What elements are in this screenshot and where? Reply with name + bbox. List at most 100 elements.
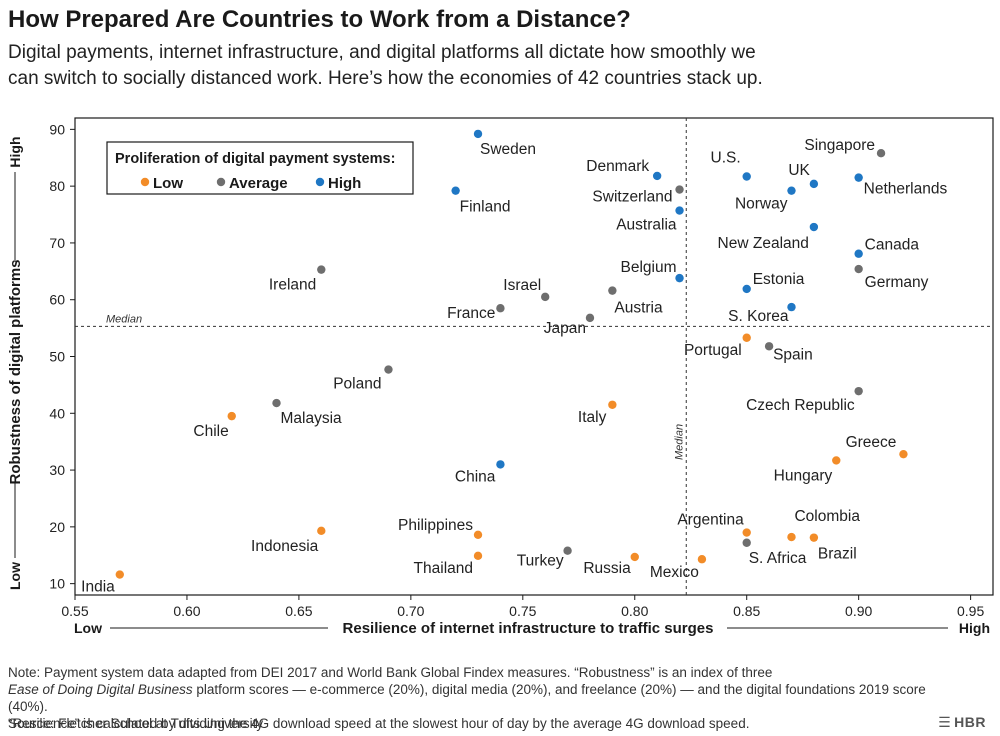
data-point (115, 570, 124, 579)
data-point (675, 185, 684, 194)
data-point (787, 186, 796, 195)
note-line-1: Note: Payment system data adapted from D… (8, 665, 773, 680)
data-point (697, 555, 707, 564)
brand-text: HBR (954, 714, 986, 730)
data-point (854, 386, 863, 396)
data-point (854, 173, 863, 182)
point-label: S. Korea (728, 308, 789, 325)
point-label: New Zealand (718, 235, 809, 252)
subtitle-line-1: Digital payments, internet infrastructur… (8, 42, 756, 63)
point-label: Chile (193, 423, 228, 440)
point-label: Mexico (650, 564, 699, 581)
point-label: France (447, 305, 495, 322)
point-label: Philippines (398, 517, 473, 534)
data-point (832, 456, 841, 465)
data-point (809, 179, 819, 189)
point-label: Spain (773, 346, 813, 363)
point-label: Finland (460, 199, 511, 216)
point-label: Netherlands (864, 181, 948, 198)
x-axis-title: Resilience of internet infrastructure to… (343, 620, 714, 637)
x-axis-low-label: Low (74, 620, 102, 636)
point-label: Canada (865, 237, 920, 254)
data-point (272, 398, 281, 408)
point-label: Brazil (818, 546, 857, 563)
y-tick-label: 10 (49, 576, 65, 592)
point-label: Turkey (517, 553, 564, 570)
x-tick-label: 0.55 (61, 603, 88, 619)
data-point (227, 411, 236, 421)
point-label: Indonesia (251, 538, 319, 555)
point-label: China (455, 468, 496, 485)
point-label: India (81, 579, 115, 596)
point-label: Italy (578, 409, 607, 426)
data-point (608, 286, 617, 295)
y-tick-label: 70 (49, 235, 65, 251)
point-label: Thailand (414, 560, 473, 577)
page-subtitle: Digital payments, internet infrastructur… (8, 40, 908, 92)
data-point (854, 249, 863, 258)
y-axis-high-label: High (7, 136, 23, 167)
legend-marker (140, 177, 150, 187)
data-point (317, 265, 326, 274)
data-point (384, 365, 393, 374)
point-label: Portugal (684, 342, 742, 359)
point-label: Norway (735, 196, 788, 213)
data-point (809, 222, 819, 232)
point-label: Greece (846, 434, 897, 451)
y-tick-label: 40 (49, 405, 65, 421)
data-point (899, 449, 908, 459)
y-tick-label: 30 (49, 462, 65, 478)
data-point (742, 333, 751, 342)
point-label: Singapore (804, 137, 875, 154)
legend-marker (315, 177, 325, 187)
data-point (809, 533, 819, 542)
note-line-2: Ease of Doing Digital Business platform … (8, 681, 948, 715)
point-label: Sweden (480, 141, 536, 158)
data-point (742, 528, 751, 537)
data-point (742, 172, 751, 181)
point-label: Estonia (753, 271, 805, 288)
data-point (473, 551, 483, 561)
data-point (742, 284, 751, 294)
legend-label: Average (229, 175, 288, 192)
legend-box (106, 141, 414, 195)
point-label: UK (788, 162, 810, 179)
data-point (652, 171, 662, 181)
legend-label: High (328, 175, 361, 192)
y-axis-title: Robustness of digital platforms (7, 259, 24, 484)
data-point (608, 400, 617, 409)
x-tick-label: 0.75 (509, 603, 536, 619)
y-axis-low-label: Low (7, 562, 23, 590)
data-point (675, 206, 684, 215)
median-y-label: Median (106, 313, 142, 325)
data-point (317, 526, 326, 536)
point-label: S. Africa (749, 550, 807, 567)
point-label: Colombia (794, 508, 860, 525)
x-tick-label: 0.70 (397, 603, 424, 619)
point-label: Russia (583, 560, 631, 577)
point-label: Belgium (621, 259, 677, 276)
hbr-mark-icon: ☰ (938, 714, 952, 730)
point-label: Argentina (677, 512, 744, 529)
data-point (496, 304, 505, 313)
point-label: Germany (865, 274, 929, 291)
point-label: Czech Republic (746, 397, 855, 414)
data-point (451, 186, 460, 195)
point-label: Austria (614, 300, 663, 317)
y-tick-label: 20 (49, 519, 65, 535)
point-label: Denmark (586, 158, 649, 175)
point-label: Japan (544, 320, 586, 337)
y-tick-label: 90 (49, 121, 65, 137)
data-point (675, 273, 684, 283)
point-label: Israel (503, 277, 541, 294)
y-tick-label: 50 (49, 349, 65, 365)
point-label: Australia (616, 217, 677, 234)
data-point (585, 313, 595, 323)
chart-note: Note: Payment system data adapted from D… (8, 664, 948, 732)
scatter-chart: 0.55 0.60 0.65 0.70 0.75 0.80 0.85 0.90 0.95 10 20… (7, 117, 994, 637)
point-label: U.S. (711, 149, 741, 166)
legend-marker (216, 177, 226, 187)
x-tick-label: 0.90 (845, 603, 872, 619)
x-tick-label: 0.80 (621, 603, 648, 619)
x-tick-label: 0.65 (285, 603, 312, 619)
